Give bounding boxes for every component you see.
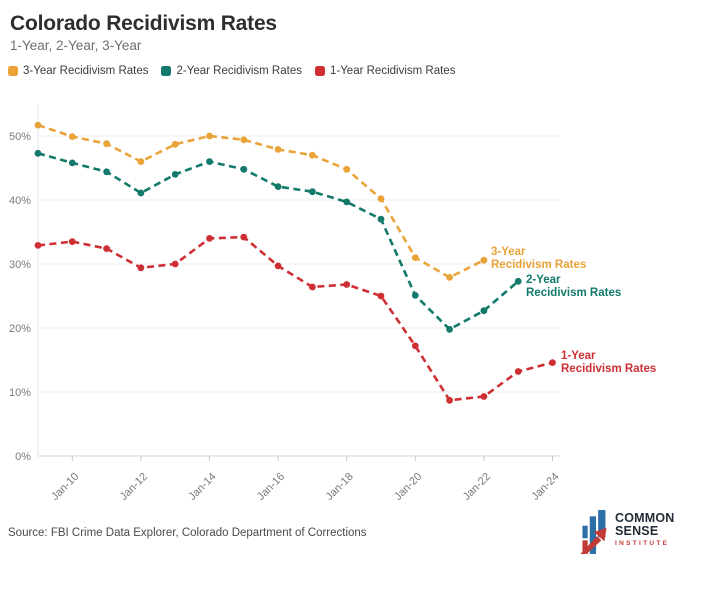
legend-label-2-year: 2-Year Recidivism Rates xyxy=(176,65,302,77)
svg-text:Jan-20: Jan-20 xyxy=(392,471,424,503)
legend-label-3-year: 3-Year Recidivism Rates xyxy=(23,65,149,77)
legend-item-1-year[interactable]: 1-Year Recidivism Rates xyxy=(314,65,456,77)
logo-tagline: INSTITUTE xyxy=(615,540,670,547)
svg-text:20%: 20% xyxy=(9,323,31,335)
logo-text: COMMON SENSE INSTITUTE xyxy=(615,509,675,555)
svg-text:50%: 50% xyxy=(9,131,31,143)
page-subtitle: 1-Year, 2-Year, 3-Year xyxy=(10,38,142,53)
legend: 3-Year Recidivism Rates 2-Year Recidivis… xyxy=(8,65,455,77)
common-sense-institute-logo: COMMON SENSE INSTITUTE xyxy=(580,509,675,555)
svg-text:Jan-16: Jan-16 xyxy=(255,471,287,503)
logo-name-line2: SENSE xyxy=(615,524,659,538)
page-title: Colorado Recidivism Rates xyxy=(10,12,277,35)
legend-swatch-2-year-icon xyxy=(161,66,172,76)
legend-swatch-1-year-icon xyxy=(314,66,325,76)
svg-text:Jan-18: Jan-18 xyxy=(324,471,356,503)
svg-text:10%: 10% xyxy=(9,387,31,399)
svg-text:Jan-12: Jan-12 xyxy=(118,471,150,503)
legend-label-1-year: 1-Year Recidivism Rates xyxy=(329,65,456,77)
legend-item-3-year[interactable]: 3-Year Recidivism Rates xyxy=(8,65,148,77)
svg-text:40%: 40% xyxy=(9,195,31,207)
recidivism-line-chart: 0% 10% 20% 30% 40% 50% Jan-10 Jan-12 Jan-14 Jan-1… xyxy=(9,105,656,503)
svg-text:Jan-22: Jan-22 xyxy=(461,471,493,503)
svg-text:0%: 0% xyxy=(15,451,31,463)
source-note: Source: FBI Crime Data Explorer, Colorad… xyxy=(8,527,367,539)
svg-text:Jan-24: Jan-24 xyxy=(529,471,561,503)
logo-bars-arrow-icon xyxy=(580,510,607,554)
svg-text:30%: 30% xyxy=(9,259,31,271)
svg-text:Jan-10: Jan-10 xyxy=(49,471,81,503)
svg-text:Jan-14: Jan-14 xyxy=(186,471,218,503)
legend-item-2-year[interactable]: 2-Year Recidivism Rates xyxy=(161,65,302,77)
legend-swatch-3-year-icon xyxy=(8,66,18,76)
logo-name-line1: COMMON xyxy=(615,511,675,525)
